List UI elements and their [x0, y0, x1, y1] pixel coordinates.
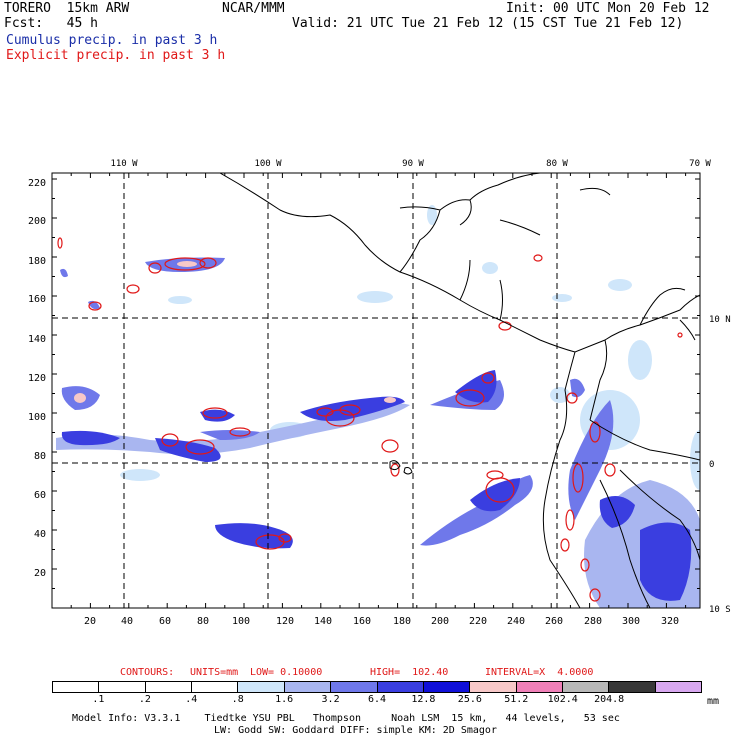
x-tick-label: 260 — [545, 616, 563, 627]
cumulus-precip-bands — [56, 257, 700, 608]
contours-units: UNITS=mm — [190, 667, 239, 678]
model-physics: LW: Godd SW: Goddard DIFF: simple KM: 2D… — [214, 725, 497, 736]
colorbar-label: .4 — [185, 694, 198, 705]
legend-cumulus: Cumulus precip. in past 3 h — [6, 33, 218, 48]
colorbar-label: 1.6 — [275, 694, 294, 705]
right-lat-labels: 10 N 0 10 S — [709, 315, 731, 615]
colorbar-cell — [192, 682, 239, 692]
x-tick-label: 180 — [393, 616, 411, 627]
coastlines — [219, 173, 700, 608]
x-tick-label: 60 — [159, 616, 171, 627]
x-tick-labels: 20 40 60 80 100 120 140 160 180 200 220 … — [84, 616, 679, 627]
colorbar-label: 51.2 — [504, 694, 529, 705]
colorbar-cell — [99, 682, 146, 692]
colorbar-cell — [284, 682, 332, 692]
heavy-precip-cores — [74, 261, 396, 403]
model-title: TORERO 15km ARW — [4, 1, 130, 16]
colorbar-cell — [238, 682, 285, 692]
lon-label: 110 W — [110, 159, 138, 169]
top-lon-labels: 110 W 100 W 90 W 80 W 70 W — [110, 159, 711, 169]
colorbar-cell — [516, 682, 563, 692]
colorbar-label: 6.4 — [367, 694, 387, 705]
valid-time: Valid: 21 UTC Tue 21 Feb 12 (15 CST Tue … — [292, 16, 684, 31]
x-tick-label: 20 — [84, 616, 96, 627]
axis-ticks — [51, 173, 700, 609]
colorbar-label: .2 — [138, 694, 151, 705]
colorbar-label: 12.8 — [411, 694, 436, 705]
lon-label: 80 W — [546, 159, 568, 169]
lat-label: 10 S — [709, 605, 731, 615]
x-tick-label: 80 — [197, 616, 209, 627]
lon-label: 90 W — [402, 159, 424, 169]
colorbar-cell — [655, 682, 702, 692]
x-tick-label: 40 — [121, 616, 133, 627]
y-tick-label: 220 — [28, 178, 46, 189]
explicit-precip-contours — [57, 237, 683, 602]
legend-explicit: Explicit precip. in past 3 h — [6, 48, 226, 63]
colorbar-cell — [562, 682, 610, 692]
colorbar-label: .1 — [92, 694, 105, 705]
colorbar-cell — [331, 682, 378, 692]
colorbar-label: 3.2 — [321, 694, 340, 705]
colorbar-label: .8 — [231, 694, 244, 705]
plot-frame — [51, 172, 701, 609]
colorbar-cell — [423, 682, 471, 692]
y-tick-label: 60 — [34, 490, 46, 501]
x-tick-label: 120 — [276, 616, 294, 627]
y-tick-label: 180 — [28, 256, 46, 267]
y-tick-label: 40 — [34, 529, 46, 540]
lat-lon-grid — [52, 173, 700, 608]
x-tick-label: 300 — [622, 616, 640, 627]
y-tick-label: 140 — [28, 334, 46, 345]
x-tick-label: 320 — [661, 616, 679, 627]
colorbar-cell — [145, 682, 193, 692]
contours-high: HIGH= 102.40 — [370, 667, 449, 678]
colorbar-cell — [609, 682, 656, 692]
colorbar-cell — [53, 682, 100, 692]
colorbar-unit: mm — [707, 696, 720, 707]
lon-label: 70 W — [689, 159, 711, 169]
y-tick-label: 100 — [28, 412, 46, 423]
contours-label: CONTOURS: — [120, 667, 175, 678]
colorbar-label: 25.6 — [457, 694, 482, 705]
x-tick-label: 100 — [232, 616, 250, 627]
x-tick-label: 220 — [469, 616, 487, 627]
forecast-hour: Fcst: 45 h — [4, 16, 98, 31]
y-tick-label: 160 — [28, 294, 46, 305]
colorbar-labels: .1 .2 .4 .8 1.6 3.2 6.4 12.8 25.6 51.2 102.4 204.8 — [52, 694, 702, 706]
colorbar-cell — [470, 682, 517, 692]
y-tick-label: 20 — [34, 568, 46, 579]
precip-fields — [52, 173, 700, 608]
x-tick-label: 200 — [431, 616, 449, 627]
colorbar-label: 204.8 — [594, 694, 625, 705]
center-name: NCAR/MMM — [222, 1, 285, 16]
model-info: Model Info: V3.3.1 Tiedtke YSU PBL Thomp… — [72, 713, 620, 724]
x-tick-label: 280 — [584, 616, 602, 627]
colorbar-cell — [377, 682, 424, 692]
contours-low: LOW= 0.10000 — [250, 667, 323, 678]
y-tick-label: 200 — [28, 216, 46, 227]
y-tick-labels: 220 200 180 160 140 120 100 80 60 40 20 — [28, 178, 46, 579]
precip-colorbar — [52, 681, 702, 693]
y-tick-label: 120 — [28, 373, 46, 384]
x-tick-label: 160 — [353, 616, 371, 627]
contours-interval: INTERVAL=X 4.0000 — [485, 667, 594, 678]
x-tick-label: 140 — [314, 616, 332, 627]
lon-label: 100 W — [254, 159, 282, 169]
x-tick-label: 240 — [507, 616, 525, 627]
lat-label: 10 N — [709, 315, 731, 325]
colorbar-label: 102.4 — [547, 694, 578, 705]
y-tick-label: 80 — [34, 451, 46, 462]
init-time: Init: 00 UTC Mon 20 Feb 12 — [506, 1, 710, 16]
lat-label: 0 — [709, 460, 714, 470]
